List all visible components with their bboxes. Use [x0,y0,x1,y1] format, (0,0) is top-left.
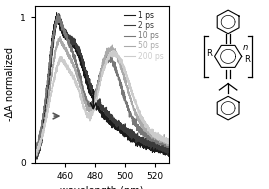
200 ps [100,74,104,77]
X-axis label: wavelength (nm): wavelength (nm) [61,186,144,189]
Text: R: R [206,49,212,58]
Y-axis label: -ΔA normalized: -ΔA normalized [5,47,15,121]
200 ps [40,134,44,137]
50 ps [167,143,170,146]
10 ps [40,121,44,123]
1 ps [97,108,100,110]
50 ps [40,135,44,137]
50 ps [59,36,62,38]
10 ps [56,13,59,16]
200 ps [167,142,170,144]
2 ps [97,103,100,105]
1 ps [33,152,37,154]
1 ps [167,155,170,157]
Text: n: n [243,43,248,52]
Line: 200 ps: 200 ps [35,50,172,155]
1 ps [171,150,174,152]
Legend: 1 ps, 2 ps, 10 ps, 50 ps, 200 ps: 1 ps, 2 ps, 10 ps, 50 ps, 200 ps [122,9,166,62]
50 ps [97,81,100,84]
2 ps [33,158,37,160]
Line: 50 ps: 50 ps [35,37,172,158]
10 ps [167,145,170,147]
Line: 2 ps: 2 ps [35,14,172,162]
Line: 10 ps: 10 ps [35,15,172,155]
50 ps [167,139,170,142]
10 ps [33,148,37,150]
200 ps [167,138,170,140]
50 ps [34,157,37,159]
10 ps [34,153,37,156]
200 ps [33,153,37,155]
10 ps [97,79,100,81]
10 ps [167,144,170,146]
50 ps [171,146,174,148]
Line: 1 ps: 1 ps [35,13,172,160]
1 ps [100,109,104,111]
10 ps [142,132,145,134]
200 ps [142,122,145,124]
2 ps [171,149,174,151]
50 ps [142,125,145,128]
1 ps [167,150,170,152]
2 ps [167,151,170,153]
Text: R: R [245,55,250,64]
200 ps [97,90,100,93]
2 ps [57,12,61,15]
200 ps [111,49,115,52]
1 ps [34,158,37,161]
50 ps [33,155,37,157]
2 ps [100,104,104,106]
2 ps [34,161,37,163]
1 ps [142,142,145,144]
200 ps [171,146,174,149]
1 ps [55,12,58,14]
2 ps [142,139,145,141]
10 ps [100,65,104,67]
2 ps [167,149,170,151]
2 ps [40,136,44,138]
10 ps [171,144,174,147]
50 ps [100,67,104,69]
1 ps [40,127,44,129]
200 ps [34,154,38,156]
